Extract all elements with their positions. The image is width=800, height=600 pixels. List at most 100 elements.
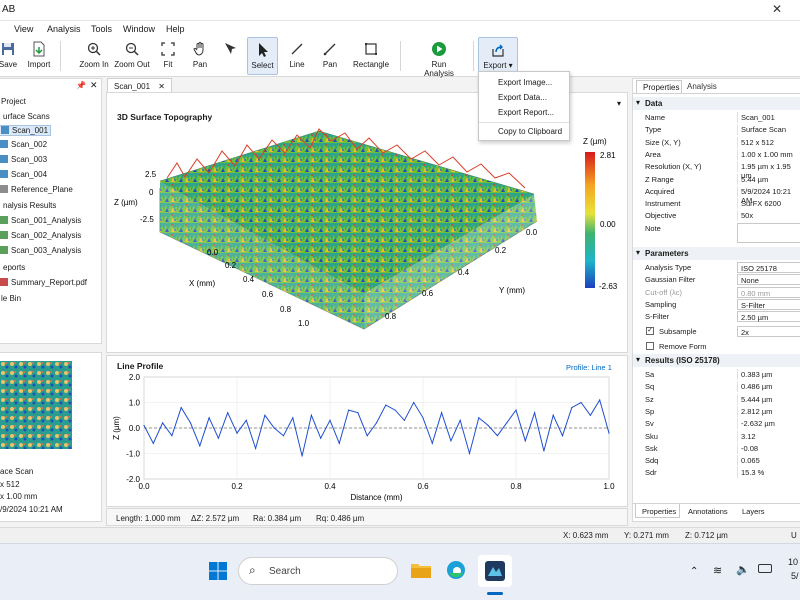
x-tick-label: 0.0: [138, 482, 150, 491]
tab-analysis[interactable]: Analysis: [687, 82, 717, 91]
x-tick-5: 1.0: [298, 319, 310, 328]
tree-scan-004[interactable]: Scan_004: [0, 170, 47, 179]
tab-properties[interactable]: Properties: [636, 80, 682, 93]
line-button[interactable]: Line: [284, 37, 310, 75]
measure-length: Length: 1.000 mm: [116, 514, 181, 523]
file-explorer-icon[interactable]: [410, 560, 432, 580]
zoom-in-button[interactable]: Zoom In: [79, 37, 109, 75]
volume-icon[interactable]: 🔈: [736, 564, 750, 576]
export-report-item[interactable]: Export Report...: [498, 108, 555, 117]
battery-icon[interactable]: [758, 564, 772, 573]
select-button[interactable]: Select: [247, 37, 278, 75]
property-row: Acquired 5/9/2024 10:21 AM: [633, 185, 800, 205]
pointer-tool-button[interactable]: [219, 37, 239, 75]
pin-icon[interactable]: 📌: [76, 81, 86, 90]
property-row: Note: [633, 222, 800, 245]
fit-button[interactable]: Fit: [156, 37, 180, 75]
export-button[interactable]: Export ▾: [478, 37, 518, 75]
wifi-icon[interactable]: ≋: [713, 565, 723, 577]
bottom-tab-properties[interactable]: Properties: [635, 504, 680, 518]
pan-button[interactable]: Pan: [188, 37, 212, 75]
tree-scan-002[interactable]: Scan_002: [0, 140, 47, 149]
bottom-tab-annotations[interactable]: Annotations: [688, 507, 728, 516]
profile-point: [385, 404, 387, 406]
tree-root[interactable]: Project: [1, 97, 26, 106]
surface-front: [160, 181, 364, 329]
line-profile-chart[interactable]: 2.01.00.0-1.0-2.00.0 0.2 0.4 0.6 0.8 1.0Dista…: [107, 356, 627, 506]
section-results[interactable]: Results (ISO 25178): [633, 354, 800, 367]
y-tick-4: 0.8: [385, 312, 397, 321]
view-options-icon[interactable]: ▾: [617, 99, 622, 108]
tree-reports[interactable]: eports: [3, 263, 26, 272]
bottom-tab-layers[interactable]: Layers: [742, 507, 765, 516]
surface-view[interactable]: 3D Surface Topography ▾ 2.5 0 -2.5 Z (µm…: [106, 92, 628, 353]
profile-point: [310, 414, 312, 416]
close-icon[interactable]: ✕: [771, 2, 782, 16]
run-analysis-button[interactable]: Run Analysis: [416, 37, 462, 78]
export-data-item[interactable]: Export Data...: [498, 93, 547, 102]
property-value[interactable]: None: [737, 274, 800, 286]
tree-scan-001[interactable]: Scan_001: [0, 125, 52, 136]
property-value[interactable]: S-Filter: [737, 298, 800, 310]
note-field[interactable]: [737, 222, 800, 243]
section-data[interactable]: Data: [633, 97, 800, 110]
tree-surface-scans[interactable]: urface Scans: [3, 112, 50, 121]
profile-point: [608, 432, 610, 434]
tree-reference-plane[interactable]: Reference_Plane: [0, 185, 73, 194]
tree-scan-003[interactable]: Scan_003: [0, 155, 47, 164]
property-row: Resolution (X, Y) 1.95 µm x 1.95 µm: [633, 161, 800, 180]
profile-point: [329, 419, 331, 421]
scan-icon: [0, 140, 8, 148]
profile-name[interactable]: Profile: Line 1: [566, 363, 612, 372]
rectangle-button[interactable]: Rectangle: [353, 37, 389, 75]
tree-summary-report[interactable]: Summary_Report.pdf: [0, 278, 87, 287]
taskbar-search-box[interactable]: ⌕ Search: [238, 557, 398, 585]
property-value: 1.00 x 1.00 mm: [737, 148, 800, 160]
menu-tools[interactable]: Tools: [91, 24, 113, 34]
pan-line-button[interactable]: Pan: [317, 37, 343, 75]
tree-analysis-results[interactable]: nalysis Results: [3, 201, 57, 210]
menu-window[interactable]: Window: [123, 24, 156, 34]
save-button[interactable]: Save: [0, 37, 22, 75]
tab-close-icon[interactable]: ✕: [158, 82, 165, 91]
analysis-icon: [0, 216, 8, 224]
windows-start-icon[interactable]: [208, 561, 228, 581]
section-parameters[interactable]: Parameters: [633, 247, 800, 260]
menu-analysis[interactable]: Analysis: [47, 24, 81, 34]
zoom-out-button[interactable]: Zoom Out: [114, 37, 150, 75]
export-image-item[interactable]: Export Image...: [498, 78, 553, 87]
menu-help[interactable]: Help: [166, 24, 185, 34]
edge-browser-icon[interactable]: [446, 560, 466, 580]
z-axis-label: Z (µm): [114, 198, 138, 207]
property-value[interactable]: ISO 25178: [737, 262, 800, 273]
property-key: Sq: [645, 382, 655, 392]
property-row: Z Range 5.44 µm: [633, 173, 800, 186]
profile-point: [496, 435, 498, 437]
tree-recycle-bin[interactable]: le Bin: [1, 294, 22, 303]
import-button[interactable]: Import: [24, 37, 54, 75]
colorbar-max: 2.81: [600, 151, 616, 160]
remove-form-checkbox[interactable]: [646, 342, 654, 350]
profile-point: [348, 409, 350, 411]
property-value[interactable]: 0.80 mm: [737, 286, 800, 298]
app-taskbar-button[interactable]: [478, 555, 512, 587]
tree-analysis-003[interactable]: Scan_003_Analysis: [0, 246, 81, 255]
tree-analysis-001[interactable]: Scan_001_Analysis: [0, 216, 81, 225]
chevron-up-icon[interactable]: ⌃: [690, 566, 699, 577]
tab-scan-001[interactable]: Scan_001 ✕: [107, 78, 172, 94]
copy-clipboard-item[interactable]: Copy to Clipboard: [498, 127, 563, 136]
property-value: 0.383 µm: [737, 369, 800, 380]
subsample-checkbox[interactable]: ✓: [646, 327, 654, 335]
y-tick-1: 0.2: [495, 246, 507, 255]
preview-area: x 1.00 mm: [0, 492, 38, 501]
status-z: Z: 0.712 µm: [685, 531, 728, 540]
property-row: Size (X, Y) 512 x 512: [633, 136, 800, 149]
tree-analysis-002[interactable]: Scan_002_Analysis: [0, 231, 81, 240]
taskbar-time[interactable]: 10: [788, 557, 799, 567]
menu-view[interactable]: View: [14, 24, 34, 34]
measure-rq: Rq: 0.486 µm: [316, 514, 365, 523]
property-value[interactable]: 2.50 µm: [737, 311, 800, 323]
subsample-field[interactable]: 2x: [737, 326, 800, 337]
taskbar-date[interactable]: 5/: [791, 571, 799, 581]
panel-close-icon[interactable]: ✕: [90, 80, 98, 90]
